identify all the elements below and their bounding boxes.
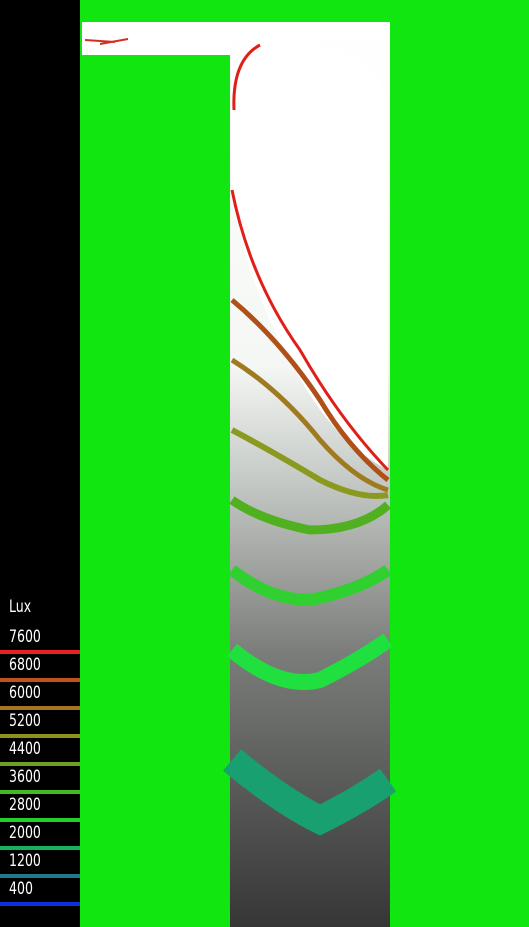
page: Lux {"legend":{"title":"Lux","levels":[ … bbox=[0, 0, 529, 927]
legend-label: 2000 bbox=[9, 823, 41, 843]
legend-swatch bbox=[0, 874, 80, 878]
legend-swatch bbox=[0, 790, 80, 794]
legend-label: 3600 bbox=[9, 767, 41, 787]
legend-swatch bbox=[0, 762, 80, 766]
legend-label: 4400 bbox=[9, 739, 41, 759]
legend-swatch bbox=[0, 818, 80, 822]
legend-swatch bbox=[0, 678, 80, 682]
legend-label: 1200 bbox=[9, 851, 41, 871]
legend-label: 5200 bbox=[9, 711, 41, 731]
legend-title: Lux bbox=[9, 597, 31, 617]
legend-label: 7600 bbox=[9, 627, 41, 647]
legend-swatch bbox=[0, 846, 80, 850]
legend-label: 6800 bbox=[9, 655, 41, 675]
legend-label: 2800 bbox=[9, 795, 41, 815]
legend-swatch bbox=[0, 902, 80, 906]
legend-swatch bbox=[0, 650, 80, 654]
legend-panel bbox=[0, 0, 80, 927]
legend-swatch bbox=[0, 706, 80, 710]
legend-label: 400 bbox=[9, 879, 33, 899]
legend-swatch bbox=[0, 734, 80, 738]
legend-label: 6000 bbox=[9, 683, 41, 703]
